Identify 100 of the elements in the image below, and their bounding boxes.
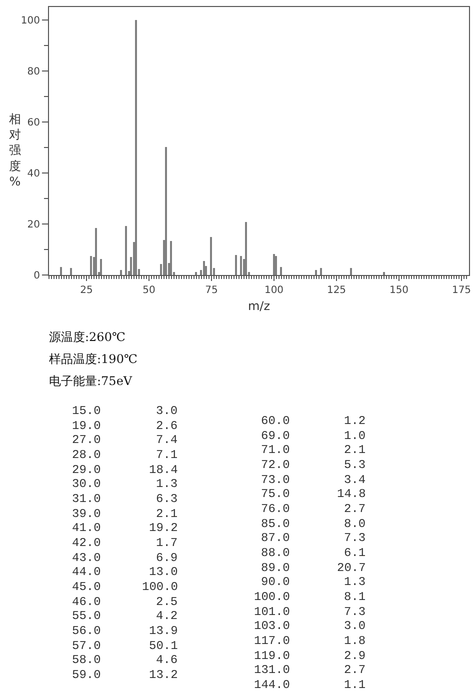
text: 8.0 (344, 517, 366, 531)
bar (275, 256, 277, 275)
text: 18.4 (149, 463, 178, 477)
bar (70, 268, 72, 275)
text: 15.0 (72, 404, 101, 418)
text: 100.0 (142, 580, 178, 594)
text: 电子能量:75eV (49, 374, 132, 388)
text: 7.3 (344, 605, 366, 619)
text: 2.7 (344, 502, 366, 516)
text: 56.0 (72, 624, 101, 638)
text: 71.0 (261, 443, 290, 457)
text: 6.1 (344, 546, 366, 560)
text: 14.8 (337, 487, 366, 501)
bar (100, 259, 102, 275)
text: 2.6 (156, 419, 178, 433)
text: 4.2 (156, 609, 178, 623)
text: 27.0 (72, 433, 101, 447)
text: 19.2 (149, 521, 178, 535)
text: 5.3 (344, 458, 366, 472)
text: 3.0 (344, 619, 366, 633)
text: 样品温度:190℃ (49, 352, 138, 366)
text: 46.0 (72, 595, 101, 609)
text: 7.1 (156, 448, 178, 462)
text: 2.9 (344, 649, 366, 663)
y-tick-label: 100 (20, 15, 40, 26)
bar (245, 222, 247, 275)
text: 101.0 (254, 605, 290, 619)
bar (235, 255, 237, 275)
text: 41.0 (72, 521, 101, 535)
text: 1.7 (156, 536, 178, 550)
text: 60.0 (261, 414, 290, 428)
text: 75.0 (261, 487, 290, 501)
y-axis-title: 相对强度% (9, 112, 21, 188)
text: 119.0 (254, 649, 290, 663)
text: 45.0 (72, 580, 101, 594)
text: 4.6 (156, 653, 178, 667)
text: 源温度:260℃ (49, 330, 126, 344)
text: 42.0 (72, 536, 101, 550)
text: 3.4 (344, 473, 366, 487)
text: 6.9 (156, 551, 178, 565)
text: 3.0 (156, 404, 178, 418)
text: 50.1 (149, 639, 178, 653)
text: 1.3 (344, 575, 366, 589)
bar (240, 256, 242, 275)
text: 59.0 (72, 668, 101, 682)
text: 28.0 (72, 448, 101, 462)
bar (125, 226, 127, 275)
text: 76.0 (261, 502, 290, 516)
x-tick-label: 25 (80, 285, 93, 296)
text: 1.3 (156, 477, 178, 491)
bar (320, 268, 322, 275)
bar (95, 228, 97, 275)
text: 2.7 (344, 663, 366, 677)
text: 20.7 (337, 561, 366, 575)
bar (60, 267, 62, 275)
text: 2.5 (156, 595, 178, 609)
text: 29.0 (72, 463, 101, 477)
text: 7.3 (344, 531, 366, 545)
text: 131.0 (254, 663, 290, 677)
text: 73.0 (261, 473, 290, 487)
x-tick-label: 175 (452, 285, 472, 296)
bar (350, 268, 352, 275)
text: 2.1 (156, 507, 178, 521)
bar (135, 20, 137, 275)
y-tick-label: 0 (34, 270, 40, 282)
text: 89.0 (261, 561, 290, 575)
text: 43.0 (72, 551, 101, 565)
text: 1.2 (344, 414, 366, 428)
x-tick-label: 150 (389, 285, 409, 296)
text: 8.1 (344, 590, 366, 604)
x-tick-label: 50 (142, 285, 156, 296)
y-tick-label: 60 (27, 117, 40, 128)
text: 30.0 (72, 477, 101, 491)
x-tick-label: 75 (205, 285, 218, 296)
text: 13.0 (149, 565, 178, 579)
text: 88.0 (261, 546, 290, 560)
text: 39.0 (72, 507, 101, 521)
text: 7.4 (156, 433, 178, 447)
bar (165, 147, 167, 275)
x-tick-label: 125 (326, 285, 346, 296)
bar (170, 241, 172, 275)
x-axis-title: m/z (248, 298, 270, 313)
text: 144.0 (254, 678, 290, 691)
y-tick-label: 20 (27, 219, 40, 230)
text: 1.8 (344, 634, 366, 648)
text: 72.0 (261, 458, 290, 472)
text: 90.0 (261, 575, 290, 589)
text: 58.0 (72, 653, 101, 667)
bar (210, 237, 212, 275)
text: 2.1 (344, 443, 366, 457)
bar (280, 267, 282, 275)
text: 69.0 (261, 429, 290, 443)
text: 13.9 (149, 624, 178, 638)
y-tick-label: 40 (27, 168, 40, 180)
text: 85.0 (261, 517, 290, 531)
text: 87.0 (261, 531, 290, 545)
y-tick-label: 80 (27, 66, 40, 78)
text: 117.0 (254, 634, 290, 648)
text: 44.0 (72, 565, 101, 579)
text: 1.0 (344, 429, 366, 443)
